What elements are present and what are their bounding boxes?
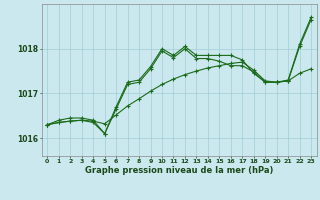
X-axis label: Graphe pression niveau de la mer (hPa): Graphe pression niveau de la mer (hPa) [85,166,273,175]
